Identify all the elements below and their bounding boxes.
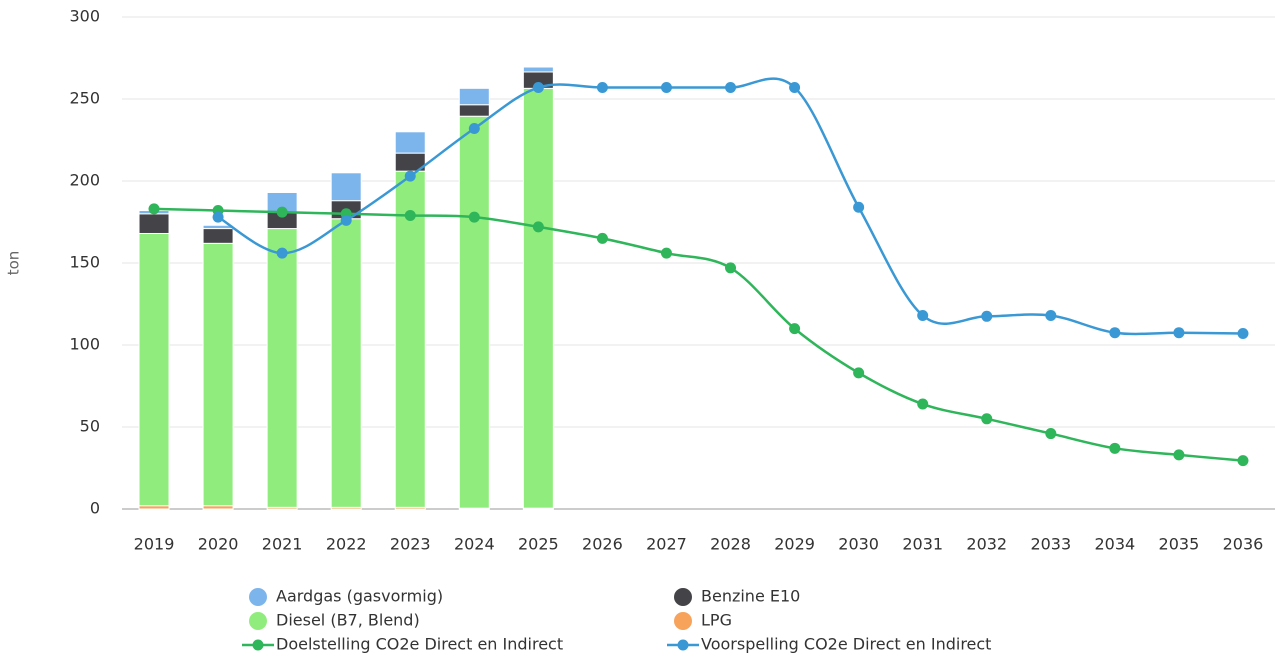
bar-segment — [202, 228, 234, 244]
x-tick-label: 2029 — [774, 535, 815, 554]
line-marker — [148, 203, 160, 215]
line-marker — [1109, 442, 1121, 454]
line-marker — [1173, 449, 1185, 461]
line-marker — [276, 247, 288, 259]
legend-label: Aardgas (gasvormig) — [276, 587, 443, 606]
x-tick-label: 2019 — [134, 535, 175, 554]
line-marker — [596, 82, 608, 94]
bar-segment — [458, 87, 490, 106]
legend-label: Voorspelling CO2e Direct en Indirect — [701, 635, 991, 654]
y-tick-label: 100 — [69, 335, 100, 354]
line-marker — [789, 82, 801, 94]
legend-label: Doelstelling CO2e Direct en Indirect — [276, 635, 563, 654]
y-tick-label: 300 — [69, 7, 100, 26]
x-tick-label: 2021 — [262, 535, 303, 554]
x-tick-label: 2036 — [1223, 535, 1264, 554]
legend-label: Diesel (B7, Blend) — [276, 611, 420, 630]
legend-marker — [249, 588, 267, 606]
bar-segment — [458, 104, 490, 117]
bar-segment — [138, 213, 170, 234]
line-marker — [468, 123, 480, 135]
x-tick-label: 2028 — [710, 535, 751, 554]
x-tick-label: 2033 — [1030, 535, 1071, 554]
line-marker — [212, 211, 224, 223]
x-tick-label: 2034 — [1095, 535, 1136, 554]
y-tick-label: 200 — [69, 171, 100, 190]
line-marker — [660, 247, 672, 259]
bar-segment — [266, 228, 298, 508]
line-marker — [276, 206, 288, 218]
line-marker — [596, 232, 608, 244]
legend-label: LPG — [701, 611, 732, 630]
y-tick-label: 0 — [90, 499, 100, 518]
x-tick-label: 2027 — [646, 535, 687, 554]
y-axis-label: ton — [5, 251, 23, 276]
x-tick-label: 2022 — [326, 535, 367, 554]
line-marker — [404, 209, 416, 221]
line-marker — [1237, 455, 1249, 467]
bar-segment — [394, 131, 426, 154]
x-tick-label: 2025 — [518, 535, 559, 554]
bar-segment — [330, 218, 362, 508]
legend-marker — [249, 612, 267, 630]
line-marker — [468, 211, 480, 223]
legend-marker — [674, 588, 692, 606]
y-tick-label: 250 — [69, 89, 100, 108]
bar-segment — [522, 87, 554, 509]
line-marker — [532, 221, 544, 233]
x-tick-label: 2026 — [582, 535, 623, 554]
line-marker — [340, 214, 352, 226]
line-marker — [1173, 327, 1185, 339]
line-marker — [1045, 309, 1057, 321]
x-tick-label: 2023 — [390, 535, 431, 554]
line-marker — [1045, 428, 1057, 440]
bar-segment — [394, 170, 426, 508]
line-marker — [1237, 328, 1249, 340]
bar-segment — [138, 232, 170, 507]
line-marker — [853, 367, 865, 379]
bar-segment — [458, 115, 490, 509]
x-tick-label: 2030 — [838, 535, 879, 554]
legend-label: Benzine E10 — [701, 587, 800, 606]
line-marker — [917, 309, 929, 321]
line-marker — [981, 413, 993, 425]
line-marker — [789, 323, 801, 335]
line-marker — [532, 82, 544, 94]
y-tick-label: 150 — [69, 253, 100, 272]
legend-marker — [252, 639, 264, 651]
x-tick-label: 2020 — [198, 535, 239, 554]
legend-marker — [674, 612, 692, 630]
y-tick-label: 50 — [80, 417, 100, 436]
x-tick-label: 2035 — [1159, 535, 1200, 554]
bar-segment — [202, 242, 234, 507]
bar-segment — [330, 172, 362, 202]
line-marker — [917, 398, 929, 410]
x-tick-label: 2024 — [454, 535, 495, 554]
line-marker — [725, 262, 737, 274]
line-marker — [981, 310, 993, 322]
bar-segment — [522, 66, 554, 73]
line-marker — [725, 82, 737, 94]
line-marker — [660, 82, 672, 94]
line-marker — [1109, 327, 1121, 339]
line-marker — [404, 170, 416, 182]
x-tick-label: 2032 — [966, 535, 1007, 554]
line-marker — [853, 201, 865, 213]
legend-marker — [677, 639, 689, 651]
x-tick-label: 2031 — [902, 535, 943, 554]
line — [153, 207, 1244, 462]
line — [217, 77, 1243, 336]
